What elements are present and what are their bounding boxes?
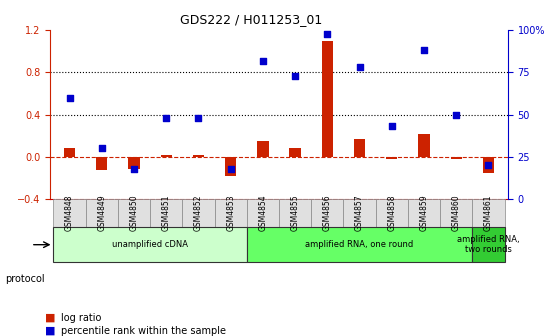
Text: log ratio: log ratio [61,312,102,323]
Text: GSM4854: GSM4854 [258,195,267,232]
Text: GSM4853: GSM4853 [226,195,235,232]
FancyBboxPatch shape [311,199,343,227]
Bar [418,133,430,157]
Text: GSM4851: GSM4851 [162,195,171,231]
Text: unamplified cDNA: unamplified cDNA [112,240,188,249]
Text: amplified RNA, one round: amplified RNA, one round [305,240,413,249]
Text: GSM4848: GSM4848 [65,195,74,231]
Bar [483,157,494,172]
FancyBboxPatch shape [247,199,279,227]
Point [323,31,332,36]
Text: GSM4849: GSM4849 [97,195,106,232]
Text: ■: ■ [45,326,55,336]
Text: protocol: protocol [6,274,45,284]
Bar [64,148,75,157]
FancyBboxPatch shape [215,199,247,227]
FancyBboxPatch shape [440,199,472,227]
Bar [290,148,301,157]
Bar [386,157,397,159]
Point [355,65,364,70]
Text: GSM4861: GSM4861 [484,195,493,231]
FancyBboxPatch shape [54,199,86,227]
Point [258,58,267,63]
FancyBboxPatch shape [343,199,376,227]
Point [452,112,461,117]
FancyBboxPatch shape [472,199,504,227]
Bar [193,155,204,157]
Text: GSM4852: GSM4852 [194,195,203,231]
Bar [257,141,268,157]
Text: GSM4860: GSM4860 [452,195,461,232]
Text: GSM4856: GSM4856 [323,195,332,232]
FancyBboxPatch shape [86,199,118,227]
Point [420,48,429,53]
Text: GSM4850: GSM4850 [129,195,138,232]
Bar [128,157,140,169]
Point [65,95,74,100]
Bar [322,41,333,157]
Text: ■: ■ [45,312,55,323]
Point [484,162,493,168]
Text: amplified RNA,
two rounds: amplified RNA, two rounds [457,235,519,254]
FancyBboxPatch shape [118,199,150,227]
Point [226,166,235,171]
Bar [354,139,365,157]
Point [97,145,106,151]
FancyBboxPatch shape [279,199,311,227]
Text: GSM4858: GSM4858 [387,195,396,231]
FancyBboxPatch shape [150,199,182,227]
FancyBboxPatch shape [408,199,440,227]
Text: GSM4859: GSM4859 [420,195,429,232]
FancyBboxPatch shape [472,227,504,262]
Bar [225,157,236,176]
FancyBboxPatch shape [54,227,247,262]
Text: GSM4857: GSM4857 [355,195,364,232]
FancyBboxPatch shape [376,199,408,227]
Text: percentile rank within the sample: percentile rank within the sample [61,326,227,336]
FancyBboxPatch shape [182,199,215,227]
Text: GDS222 / H011253_01: GDS222 / H011253_01 [180,13,322,27]
FancyBboxPatch shape [247,227,472,262]
Bar [96,157,107,170]
Point [387,124,396,129]
Text: GSM4855: GSM4855 [291,195,300,232]
Bar [451,157,462,159]
Point [194,115,203,121]
Bar [161,155,172,157]
Point [129,166,138,171]
Point [162,115,171,121]
Point [291,73,300,78]
